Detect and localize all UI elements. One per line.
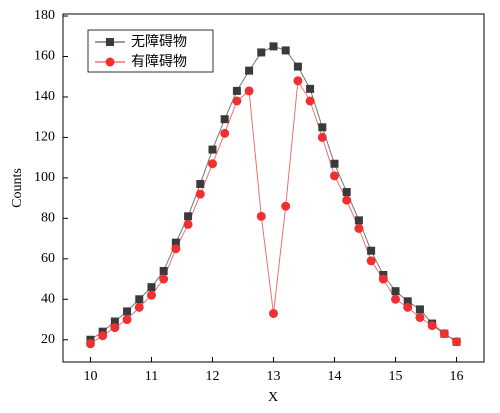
data-point [147, 283, 156, 292]
data-point [305, 96, 315, 106]
data-point [98, 331, 108, 341]
data-point [171, 238, 180, 247]
x-tick-label: 16 [450, 369, 464, 384]
x-tick-label: 14 [328, 369, 342, 384]
y-tick-label: 180 [34, 8, 55, 23]
data-point [122, 315, 132, 325]
data-point [293, 62, 302, 71]
data-point [330, 171, 340, 181]
data-point [196, 179, 205, 188]
data-point [171, 244, 181, 254]
data-point [415, 312, 425, 322]
data-point [135, 295, 144, 304]
data-point [269, 42, 278, 51]
data-point [317, 132, 327, 142]
data-point [366, 256, 376, 266]
data-point [452, 337, 462, 347]
data-point [232, 86, 241, 95]
y-tick-label: 120 [34, 130, 55, 145]
data-point [354, 223, 364, 233]
data-point [183, 219, 193, 229]
data-point [427, 321, 437, 331]
data-point [293, 76, 303, 86]
data-point [439, 329, 449, 339]
data-point [195, 189, 205, 199]
data-point [159, 266, 168, 275]
x-tick-label: 15 [389, 369, 403, 384]
data-point [207, 159, 217, 169]
legend-marker [105, 57, 115, 67]
data-point [330, 159, 339, 168]
x-axis-label: X [268, 390, 278, 405]
data-point [367, 246, 376, 255]
data-point [110, 317, 119, 326]
data-point [159, 274, 169, 284]
data-point [342, 195, 352, 205]
data-point [232, 96, 242, 106]
data-point [342, 188, 351, 197]
x-tick-label: 13 [267, 369, 281, 384]
data-point [257, 48, 266, 57]
y-axis-label: Counts [10, 168, 25, 208]
x-tick-label: 10 [83, 369, 97, 384]
legend-marker [106, 38, 114, 46]
data-point [281, 46, 290, 55]
y-tick-label: 140 [34, 89, 55, 104]
data-point [281, 201, 291, 211]
legend-label: 无障碍物 [131, 34, 187, 50]
y-tick-label: 80 [41, 211, 55, 226]
series-line [90, 79, 457, 345]
data-point [123, 307, 132, 316]
data-point [391, 294, 401, 304]
data-point [354, 216, 363, 225]
data-point [85, 339, 95, 349]
data-point [306, 84, 315, 93]
data-point [245, 66, 254, 75]
data-point [134, 302, 144, 312]
data-point [146, 290, 156, 300]
data-point [318, 123, 327, 132]
data-point [220, 128, 230, 138]
y-tick-label: 60 [41, 251, 55, 266]
legend-label: 有障碍物 [131, 54, 187, 70]
y-tick-label: 160 [34, 49, 55, 64]
y-tick-label: 20 [41, 332, 55, 347]
data-point [391, 287, 400, 296]
x-tick-label: 11 [145, 369, 158, 384]
data-point [208, 145, 217, 154]
series-line [90, 45, 457, 343]
data-point [269, 308, 278, 318]
data-point [403, 297, 412, 306]
data-point [184, 212, 193, 221]
data-point [403, 302, 413, 312]
data-point [256, 211, 266, 221]
x-tick-label: 12 [205, 369, 219, 384]
data-point [220, 115, 229, 124]
data-point [244, 86, 254, 96]
data-point [378, 274, 388, 284]
y-tick-label: 100 [34, 170, 55, 185]
data-point [415, 305, 424, 314]
data-point [110, 323, 120, 333]
y-tick-label: 40 [41, 291, 55, 306]
